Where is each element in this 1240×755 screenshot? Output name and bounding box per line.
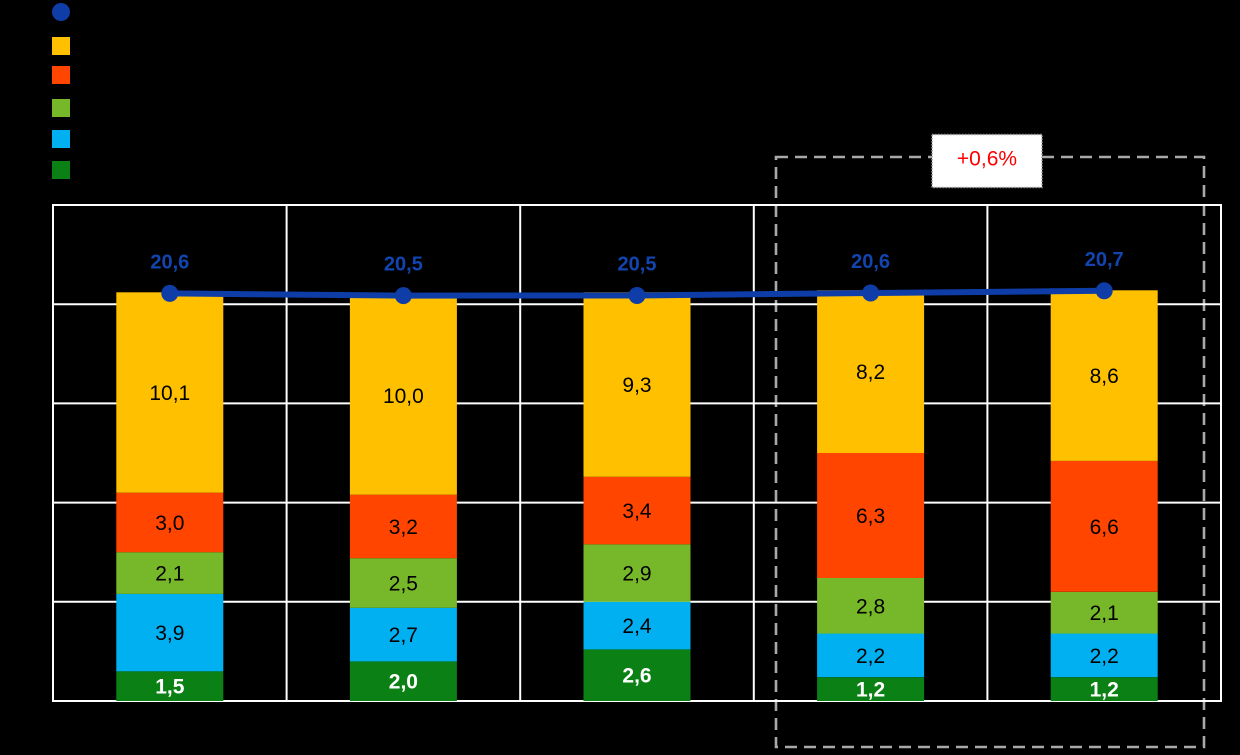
svg-text:2,1: 2,1 (155, 563, 184, 586)
svg-text:1,5: 1,5 (155, 676, 185, 699)
svg-text:20,5: 20,5 (618, 254, 657, 276)
svg-text:2,9: 2,9 (622, 563, 651, 586)
svg-text:2,7: 2,7 (389, 624, 418, 647)
svg-text:2,1: 2,1 (1090, 602, 1119, 625)
svg-text:2,0: 2,0 (389, 671, 418, 694)
svg-text:10,0: 10,0 (383, 385, 424, 408)
svg-text:10,1: 10,1 (149, 382, 190, 405)
svg-text:20,7: 20,7 (1085, 249, 1124, 271)
svg-text:6,6: 6,6 (1090, 516, 1119, 539)
svg-text:9,3: 9,3 (622, 374, 651, 397)
svg-text:+0,6%: +0,6% (957, 148, 1017, 171)
svg-text:20,5: 20,5 (384, 254, 423, 276)
svg-text:3,9: 3,9 (155, 622, 184, 645)
svg-text:8,6: 8,6 (1090, 365, 1119, 388)
svg-text:2,5: 2,5 (389, 573, 418, 596)
svg-text:2,2: 2,2 (1090, 645, 1119, 668)
svg-text:1,2: 1,2 (856, 679, 885, 702)
svg-text:2,8: 2,8 (856, 595, 885, 618)
svg-text:3,0: 3,0 (155, 512, 184, 535)
svg-text:3,4: 3,4 (622, 500, 652, 523)
svg-text:1,2: 1,2 (1090, 679, 1119, 702)
svg-text:3,2: 3,2 (389, 516, 418, 539)
svg-text:20,6: 20,6 (150, 251, 189, 273)
svg-text:20,6: 20,6 (851, 251, 890, 273)
svg-text:2,2: 2,2 (856, 645, 885, 668)
svg-text:2,4: 2,4 (622, 615, 652, 638)
svg-text:8,2: 8,2 (856, 361, 885, 384)
svg-text:2,6: 2,6 (622, 665, 651, 688)
svg-text:6,3: 6,3 (856, 505, 885, 528)
